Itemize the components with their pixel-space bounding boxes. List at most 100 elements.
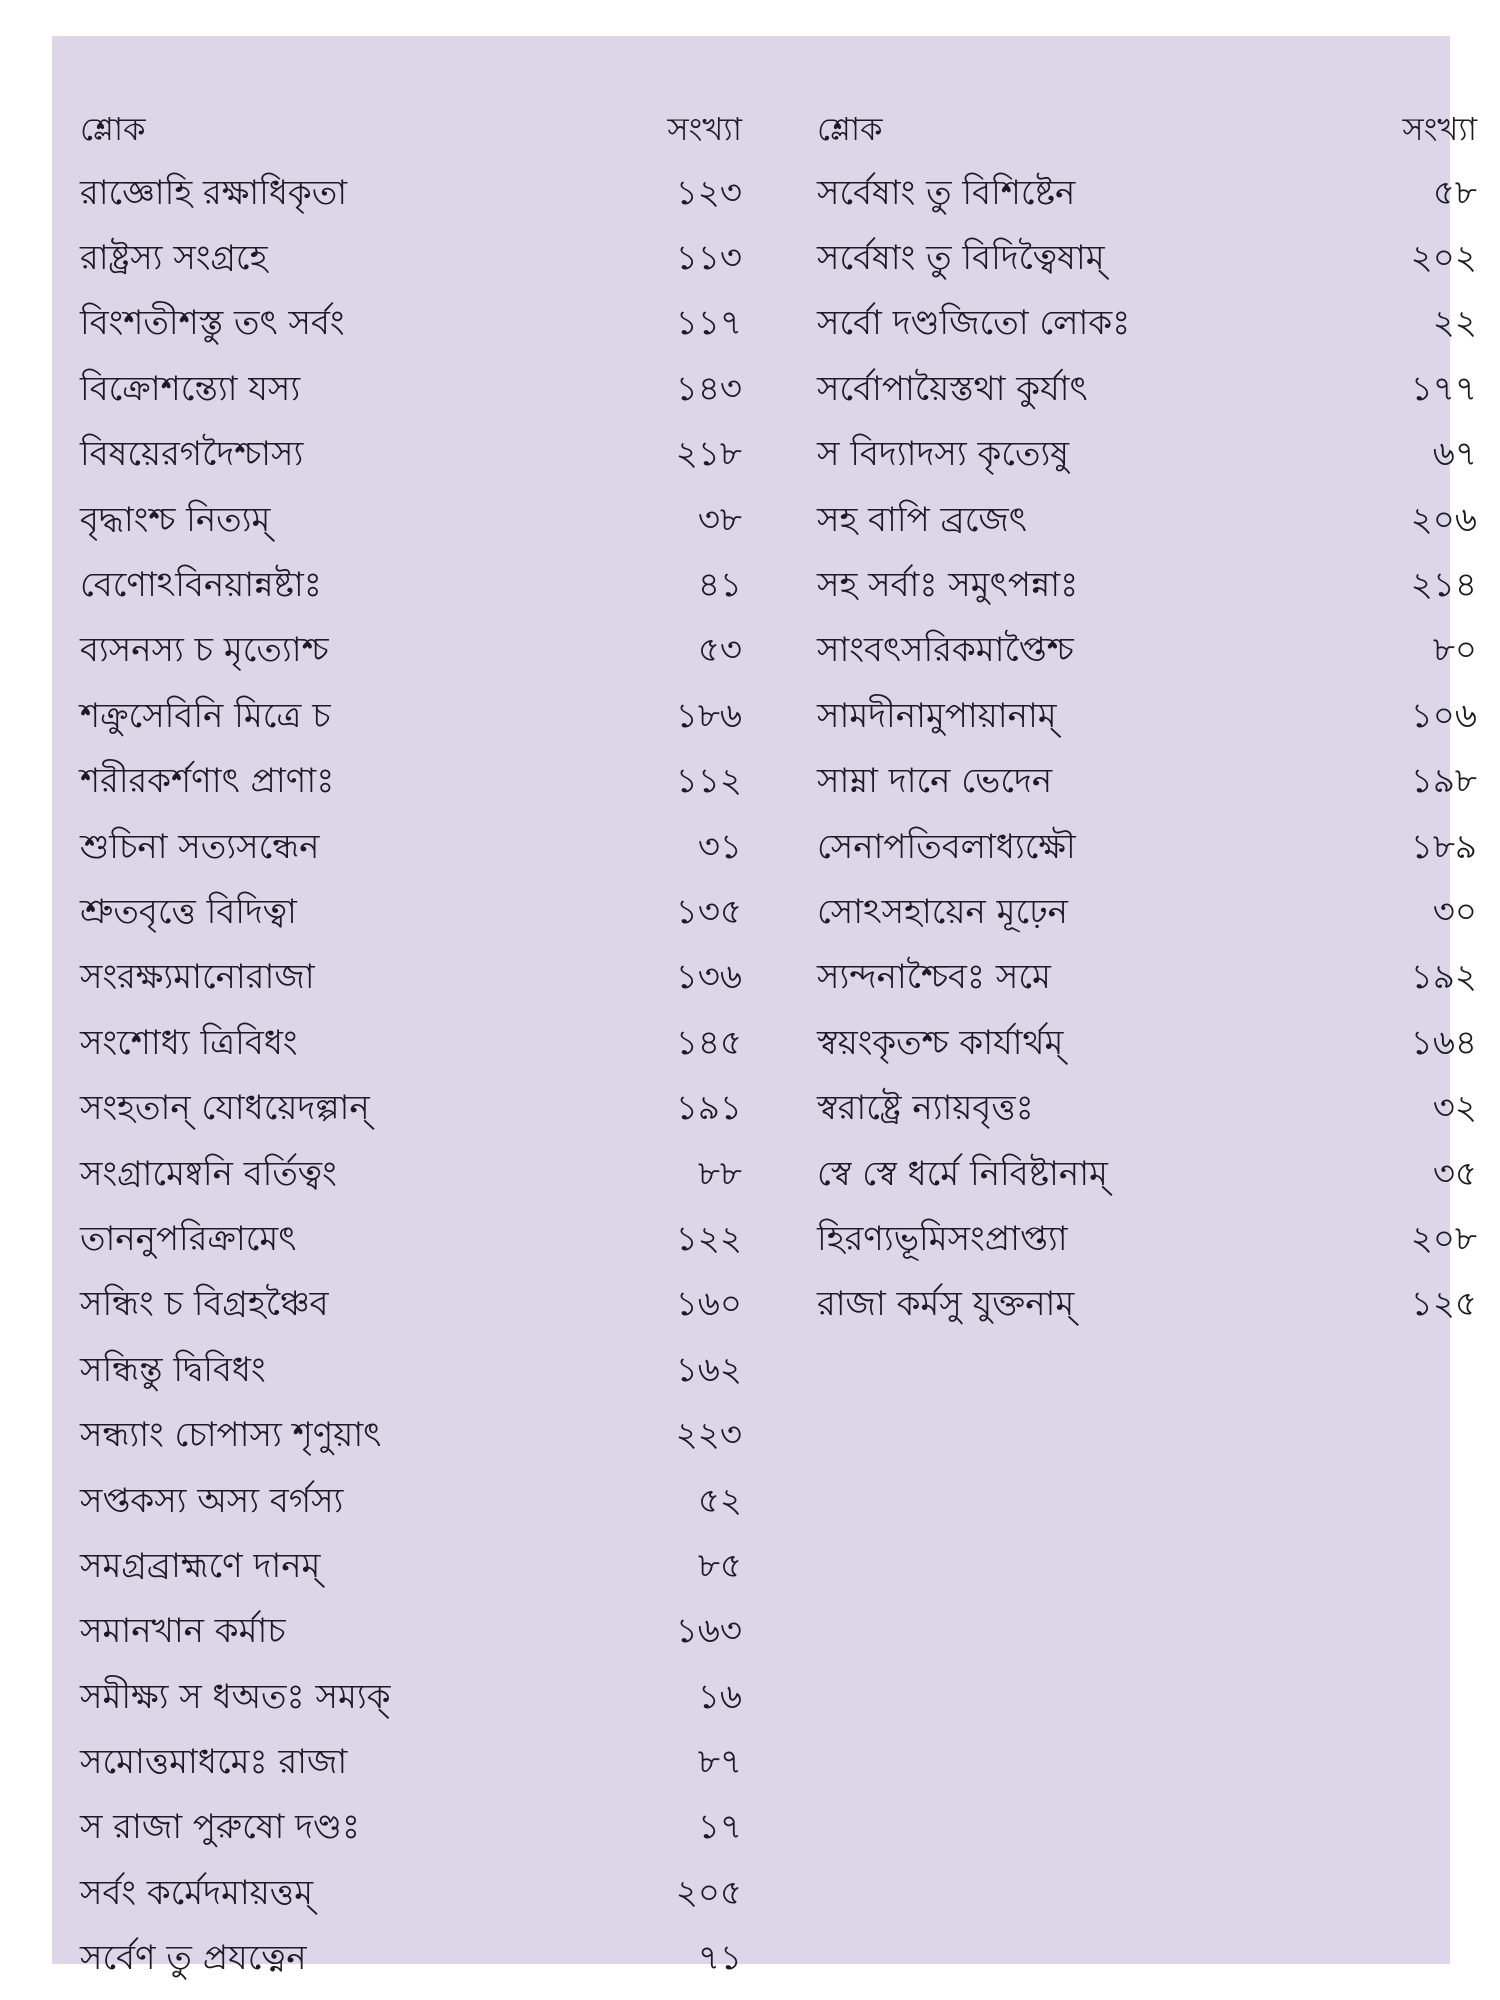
column-header: শ্লোক সংখ্যা [817,98,1477,160]
shloka-text: সংহতান্ যোধয়েদল্পান্ [80,1088,370,1129]
index-entry: সংহতান্ যোধয়েদল্পান্ ১৯১ [80,1075,742,1140]
shloka-text: রাজা কর্মসু যুক্তনাম্ [817,1284,1075,1325]
index-entry: সমীক্ষ্য স ধঅতঃ সম্যক্ ১৬ [80,1664,742,1729]
shloka-text: সর্বো দণ্ডজিতো লোকঃ [817,303,1131,344]
shloka-text: হিরণ্যভূমিসংপ্রাপ্ত্যা [817,1218,1068,1259]
header-number: সংখ্যা [1402,110,1478,148]
index-entry: বেণোঽবিনয়ান্নষ্টাঃ ৪১ [80,552,742,617]
shloka-text: সংগ্রামেষ্বনি বর্তিত্বং [80,1153,337,1194]
shloka-text: সংশোধ্য ত্রিবিধং [80,1022,298,1063]
index-entry: সমোত্তমাধমেঃ রাজা ৮৭ [80,1729,742,1794]
shloka-number: ২১৮ [675,434,742,475]
shloka-text: সোঽসহায়েন মূঢ়েন [817,891,1068,932]
shloka-text: সন্ধ্যাং চোপাস্য শৃণুয়াৎ [80,1415,382,1456]
shloka-text: সেনাপতিবলাধ্যক্ষৌ [817,826,1076,867]
index-entry: বিক্রোশন্ত্যো যস্য ১৪৩ [80,356,742,421]
shloka-text: সামদীনামুপায়ানাম্ [817,695,1057,736]
shloka-number: ২১৪ [1410,565,1477,606]
index-entry: সন্ধিন্তু দ্বিবিধং ১৬২ [80,1337,742,1402]
shloka-number: ৮৫ [697,1545,742,1586]
shloka-number: ১৩৫ [675,891,742,932]
shloka-text: বেণোঽবিনয়ান্নষ্টাঃ [80,565,322,606]
index-entry: শক্রুসেবিনি মিত্রে চ ১৮৬ [80,683,742,748]
shloka-text: স্বরাষ্ট্রে ন্যায়বৃত্তঃ [817,1088,1034,1129]
shloka-text: ব্যসনস্য চ মৃত্যোশ্চ [80,630,329,671]
shloka-number: ৭১ [697,1938,742,1979]
index-entry: শরীরকর্শণাৎ প্রাণাঃ ১১২ [80,749,742,814]
shloka-text: সর্বেষাং তু বিশিষ্টেন [817,172,1076,213]
index-entry: রাজা কর্মসু যুক্তনাম্ ১২৫ [817,1272,1477,1337]
shloka-number: ১৯২ [1410,957,1477,998]
shloka-text: শ্রুতবৃত্তে বিদিত্বা [80,891,297,932]
shloka-number: ১৭৭ [1410,368,1477,409]
index-entry: সর্বোপায়ৈস্তথা কুর্যাৎ ১৭৭ [817,356,1477,421]
book-page: শ্লোক সংখ্যা রাজ্ঞোহি রক্ষাধিকৃতা ১২৩ রাষ্… [52,36,1477,1975]
shloka-text: সহ বাপি ব্রজেৎ [817,499,1027,540]
shloka-number: ১৪৫ [675,1022,742,1063]
index-entry: সর্বো দণ্ডজিতো লোকঃ ২২ [817,291,1477,356]
shloka-text: বিংশতীশস্তু তৎ সর্বং [80,303,345,344]
shloka-number: ১৬০ [675,1284,742,1325]
shloka-text: স্যন্দনাশ্চৈবঃ সমে [817,957,1051,998]
index-entry: সন্ধ্যাং চোপাস্য শৃণুয়াৎ ২২৩ [80,1402,742,1467]
shloka-number: ৮০ [1432,630,1477,671]
shloka-text: শক্রুসেবিনি মিত্রে চ [80,695,331,736]
shloka-text: শুচিনা সত্যসন্ধেন [80,826,320,867]
shloka-text: সপ্তকস্য অস্য বর্গস্য [80,1480,344,1521]
shloka-number: ২২ [1432,303,1477,344]
shloka-text: সন্ধিং চ বিগ্রহঞ্চৈব [80,1284,329,1325]
shloka-number: ১৬৩ [675,1611,742,1652]
index-entry: বিষয়েরগদৈশ্চাস্য ২১৮ [80,422,742,487]
shloka-text: সন্ধিন্তু দ্বিবিধং [80,1349,266,1390]
index-entry: স বিদ্যাদস্য কৃত্যেষু ৬৭ [817,422,1477,487]
index-entry: তাননুপরিক্রামেৎ ১২২ [80,1206,742,1271]
shloka-number: ৩৫ [1432,1153,1477,1194]
shloka-number: ৩৮ [697,499,742,540]
shloka-number: ৩০ [1432,891,1477,932]
shloka-number: ১০৬ [1410,695,1477,736]
shloka-number: ১২২ [675,1218,742,1259]
shloka-text: সাংবৎসরিকমাপ্তৈশ্চ [817,630,1074,671]
index-entry: হিরণ্যভূমিসংপ্রাপ্ত্যা ২০৮ [817,1206,1477,1271]
index-column-right: শ্লোক সংখ্যা সর্বেষাং তু বিশিষ্টেন ৫৮ সর্ব… [817,98,1477,1337]
index-entry: সর্বং কর্মেদমায়ত্তম্ ২০৫ [80,1860,742,1925]
shloka-number: ৫৮ [1432,172,1477,213]
shloka-number: ১১৩ [675,238,742,279]
index-entry: সংশোধ্য ত্রিবিধং ১৪৫ [80,1010,742,1075]
shloka-text: সর্বেণ তু প্রযত্নেন [80,1938,307,1979]
shloka-text: সহ সর্বাঃ সমুৎপন্নাঃ [817,565,1079,606]
shloka-number: ৬৭ [1432,434,1477,475]
shloka-text: রাষ্ট্রস্য সংগ্রহে [80,238,268,279]
shloka-number: ১৮৬ [675,695,742,736]
index-entry: সহ সর্বাঃ সমুৎপন্নাঃ ২১৪ [817,552,1477,617]
shloka-text: সর্বং কর্মেদমায়ত্তম্ [80,1872,313,1913]
shloka-number: ১১৭ [675,303,742,344]
shloka-text: স্বে স্বে ধর্মে নিবিষ্টানাম্ [817,1153,1108,1194]
index-entry: সন্ধিং চ বিগ্রহঞ্চৈব ১৬০ [80,1272,742,1337]
index-entry: সংরক্ষ্যমানোরাজা ১৩৬ [80,945,742,1010]
shloka-number: ৩১ [697,826,742,867]
index-entry: সমগ্রব্রাহ্মণে দানম্ ৮৫ [80,1533,742,1598]
shloka-number: ১৬৪ [1410,1022,1477,1063]
shloka-text: সর্বোপায়ৈস্তথা কুর্যাৎ [817,368,1088,409]
index-entry: সমানখান কর্মাচ ১৬৩ [80,1599,742,1664]
index-entry: বৃদ্ধাংশ্চ নিত্যম্ ৩৮ [80,487,742,552]
shloka-text: বৃদ্ধাংশ্চ নিত্যম্ [80,499,271,540]
shloka-number: ১১২ [675,761,742,802]
shloka-number: ১৯৮ [1410,761,1477,802]
header-number: সংখ্যা [667,110,743,148]
shloka-number: ১৬ [697,1676,742,1717]
shloka-number: ৩২ [1432,1088,1477,1129]
shloka-number: ১২৩ [675,172,742,213]
index-entry: সহ বাপি ব্রজেৎ ২০৬ [817,487,1477,552]
shloka-number: ৮৭ [697,1742,742,1783]
shloka-text: তাননুপরিক্রামেৎ [80,1218,297,1259]
index-entry: রাষ্ট্রস্য সংগ্রহে ১১৩ [80,225,742,290]
shloka-number: ২২৩ [675,1415,742,1456]
index-entry: সংগ্রামেষ্বনি বর্তিত্বং ৮৮ [80,1141,742,1206]
index-entry: শ্রুতবৃত্তে বিদিত্বা ১৩৫ [80,879,742,944]
index-entry: ব্যসনস্য চ মৃত্যোশ্চ ৫৩ [80,618,742,683]
shloka-text: সর্বেষাং তু বিদিত্বৈষাম্ [817,238,1105,279]
shloka-number: ১৬২ [675,1349,742,1390]
index-entry: রাজ্ঞোহি রক্ষাধিকৃতা ১২৩ [80,160,742,225]
